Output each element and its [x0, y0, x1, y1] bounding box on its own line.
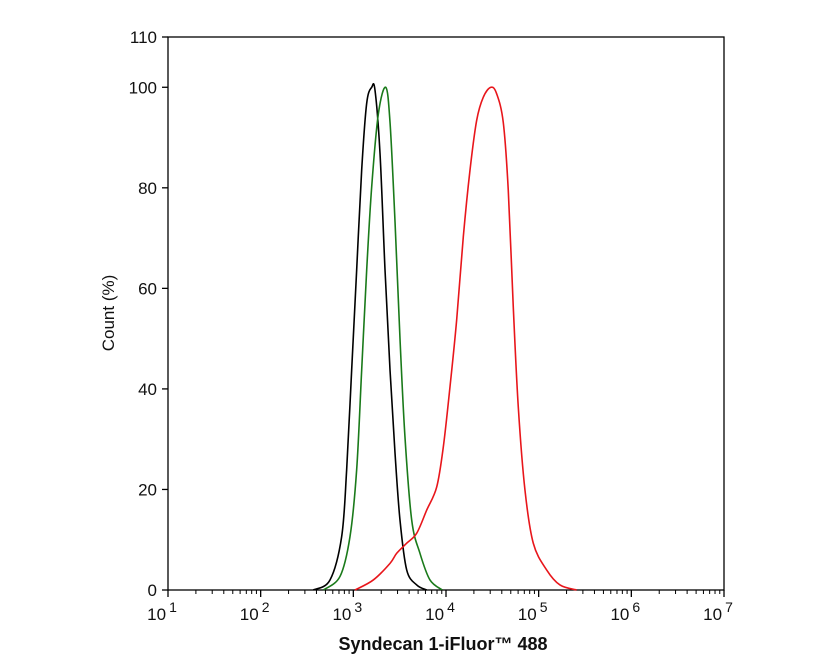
series-group — [312, 83, 577, 591]
series-line-2 — [354, 86, 577, 591]
x-tick-label: 10 3 — [332, 599, 362, 624]
y-tick-label: 60 — [138, 279, 157, 298]
y-tick-label: 40 — [138, 380, 157, 399]
y-tick-label: 100 — [129, 78, 157, 97]
y-axis-label: Count (%) — [99, 275, 118, 352]
x-tick-label: 10 7 — [703, 599, 733, 624]
x-tick-label: 10 2 — [240, 599, 270, 624]
x-tick-label: 10 5 — [518, 599, 548, 624]
x-axis-label: Syndecan 1-iFluor™ 488 — [338, 634, 547, 654]
plot-area — [167, 36, 725, 591]
x-axis: 10 1 10 2 10 3 10 4 10 5 10 6 10 7 — [147, 590, 733, 624]
y-tick-label: 80 — [138, 179, 157, 198]
y-tick-label: 110 — [130, 28, 157, 47]
plot-frame — [167, 36, 725, 591]
y-tick-label: 20 — [138, 480, 157, 499]
x-tick-label: 10 1 — [147, 599, 177, 624]
x-tick-label: 10 4 — [425, 599, 455, 624]
series-line-0 — [312, 83, 428, 591]
y-axis: 0 20 40 60 80 100 110 — [129, 28, 168, 600]
x-tick-label: 10 6 — [610, 599, 640, 624]
series-line-1 — [322, 86, 443, 591]
y-tick-label: 0 — [148, 581, 157, 600]
